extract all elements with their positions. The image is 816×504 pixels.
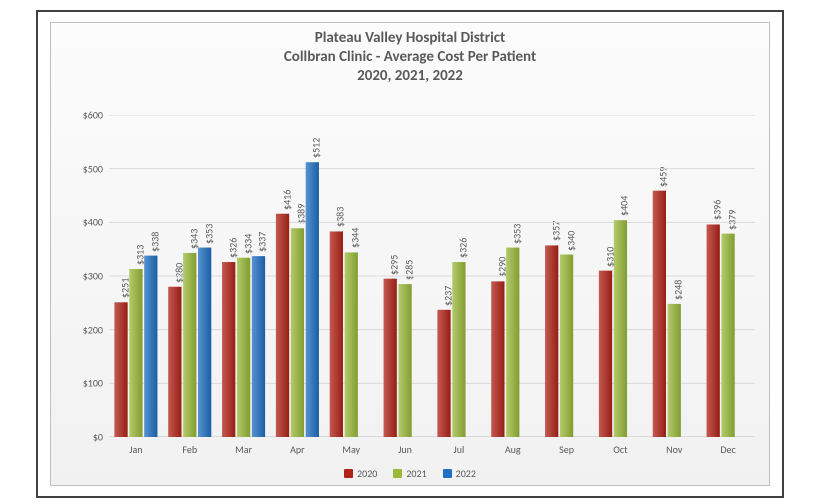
- bar: [183, 253, 196, 437]
- legend-label: 2022: [456, 467, 476, 480]
- bar: [707, 224, 720, 437]
- x-category-label: Jul: [454, 443, 465, 456]
- y-tick-label: $600: [83, 109, 103, 122]
- bar: [114, 302, 127, 437]
- chart-inner: Plateau Valley Hospital District Collbra…: [50, 22, 770, 486]
- bar: [384, 279, 397, 437]
- legend-label: 2021: [406, 467, 426, 480]
- bar: [330, 231, 343, 437]
- plot-area: $251$313$338Jan$280$343$353Feb$326$334$3…: [109, 115, 755, 437]
- y-tick-label: $0: [93, 431, 103, 444]
- bar: [545, 245, 558, 437]
- bar: [560, 255, 573, 437]
- title-line-2: Collbran Clinic - Average Cost Per Patie…: [51, 48, 769, 67]
- y-tick-label: $400: [83, 216, 103, 229]
- bar: [306, 162, 319, 437]
- x-category-label: Dec: [720, 443, 735, 456]
- x-category-label: Jan: [129, 443, 142, 456]
- bar: [345, 252, 358, 437]
- bar: [252, 256, 265, 437]
- x-category-label: May: [342, 443, 360, 456]
- x-category-label: Nov: [666, 443, 682, 456]
- title-line-1: Plateau Valley Hospital District: [51, 29, 769, 48]
- bar: [721, 234, 734, 437]
- bar: [398, 284, 411, 437]
- bar: [237, 258, 250, 437]
- bar: [437, 310, 450, 437]
- bar: [668, 304, 681, 437]
- bar: [452, 262, 465, 437]
- x-category-label: Aug: [505, 443, 521, 456]
- bar: [198, 248, 211, 437]
- x-category-label: Apr: [290, 443, 305, 456]
- bar: [491, 281, 504, 437]
- bar: [144, 256, 157, 437]
- legend-item: 2020: [344, 467, 377, 480]
- bar: [506, 248, 519, 437]
- y-tick-label: $200: [83, 323, 103, 336]
- bar: [653, 191, 666, 437]
- bar: [614, 220, 627, 437]
- bar: [222, 262, 235, 437]
- y-tick-label: $500: [83, 162, 103, 175]
- x-category-label: Feb: [182, 443, 197, 456]
- legend: 2020 2021 2022: [51, 467, 769, 481]
- legend-item: 2021: [393, 467, 426, 480]
- x-category-label: Sep: [559, 443, 574, 456]
- bar: [129, 269, 142, 437]
- x-category-label: Jun: [398, 443, 412, 456]
- y-tick-label: $300: [83, 270, 103, 283]
- chart-title: Plateau Valley Hospital District Collbra…: [51, 23, 769, 85]
- chart-panel: Plateau Valley Hospital District Collbra…: [36, 10, 784, 498]
- legend-swatch: [443, 469, 452, 478]
- legend-swatch: [393, 469, 402, 478]
- bar: [168, 287, 181, 437]
- x-category-label: Oct: [613, 443, 627, 456]
- y-tick-label: $100: [83, 377, 103, 390]
- legend-swatch: [344, 469, 353, 478]
- y-axis: $0$100$200$300$400$500$600: [51, 115, 109, 437]
- bar: [599, 271, 612, 437]
- bar: [276, 214, 289, 437]
- x-category-label: Mar: [235, 443, 252, 456]
- bar: [291, 228, 304, 437]
- legend-label: 2020: [357, 467, 377, 480]
- title-line-3: 2020, 2021, 2022: [51, 67, 769, 86]
- legend-item: 2022: [443, 467, 476, 480]
